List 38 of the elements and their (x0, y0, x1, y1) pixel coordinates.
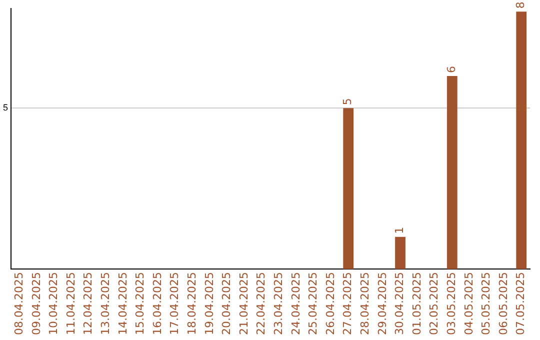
x-tick-label: 14.04.2025 (116, 272, 130, 336)
x-tick-label: 06.05.2025 (496, 272, 510, 336)
x-tick-label: 26.04.2025 (324, 272, 337, 336)
x-tick-label: 24.04.2025 (289, 272, 302, 336)
data-label: 5 (341, 98, 354, 106)
x-tick-label: 10.04.2025 (47, 272, 60, 336)
x-tick-label: 30.04.2025 (393, 272, 406, 336)
x-tick-label: 12.04.2025 (82, 272, 95, 336)
x-tick-label: 20.04.2025 (220, 272, 234, 336)
x-tick-label: 18.04.2025 (186, 272, 199, 336)
x-tick-label: 08.04.2025 (12, 272, 26, 336)
x-tick-label: 22.04.2025 (254, 272, 268, 336)
data-label: 8 (514, 2, 528, 9)
x-tick-label: 25.04.2025 (306, 272, 320, 336)
data-label: 6 (445, 66, 458, 73)
bar (395, 236, 406, 270)
bar (343, 108, 354, 270)
bar (516, 12, 527, 270)
x-tick-label: 15.04.2025 (134, 272, 147, 336)
x-tick-label: 19.04.2025 (202, 272, 216, 336)
x-tick-label: 02.05.2025 (428, 272, 441, 336)
data-label: 1 (393, 226, 406, 234)
x-tick-label: 23.04.2025 (272, 272, 286, 336)
x-tick-label: 21.04.2025 (237, 272, 250, 336)
x-tick-label: 11.04.2025 (64, 272, 78, 336)
x-tick-label: 09.04.2025 (30, 272, 43, 336)
bar (446, 76, 458, 270)
x-tick-label: 28.04.2025 (358, 272, 372, 336)
x-tick-label: 05.05.2025 (480, 272, 493, 336)
x-tick-label: 13.04.2025 (99, 272, 112, 336)
x-tick-label: 17.04.2025 (168, 272, 182, 336)
x-tick-label: 16.04.2025 (150, 272, 164, 336)
x-tick-label: 27.04.2025 (341, 272, 354, 336)
x-tick-label: 07.05.2025 (514, 272, 528, 336)
x-tick-label: 03.05.2025 (445, 272, 458, 336)
x-tick-label: 01.05.2025 (410, 272, 424, 336)
x-tick-label: 04.05.2025 (462, 272, 476, 336)
x-tick-label: 29.04.2025 (376, 272, 389, 336)
